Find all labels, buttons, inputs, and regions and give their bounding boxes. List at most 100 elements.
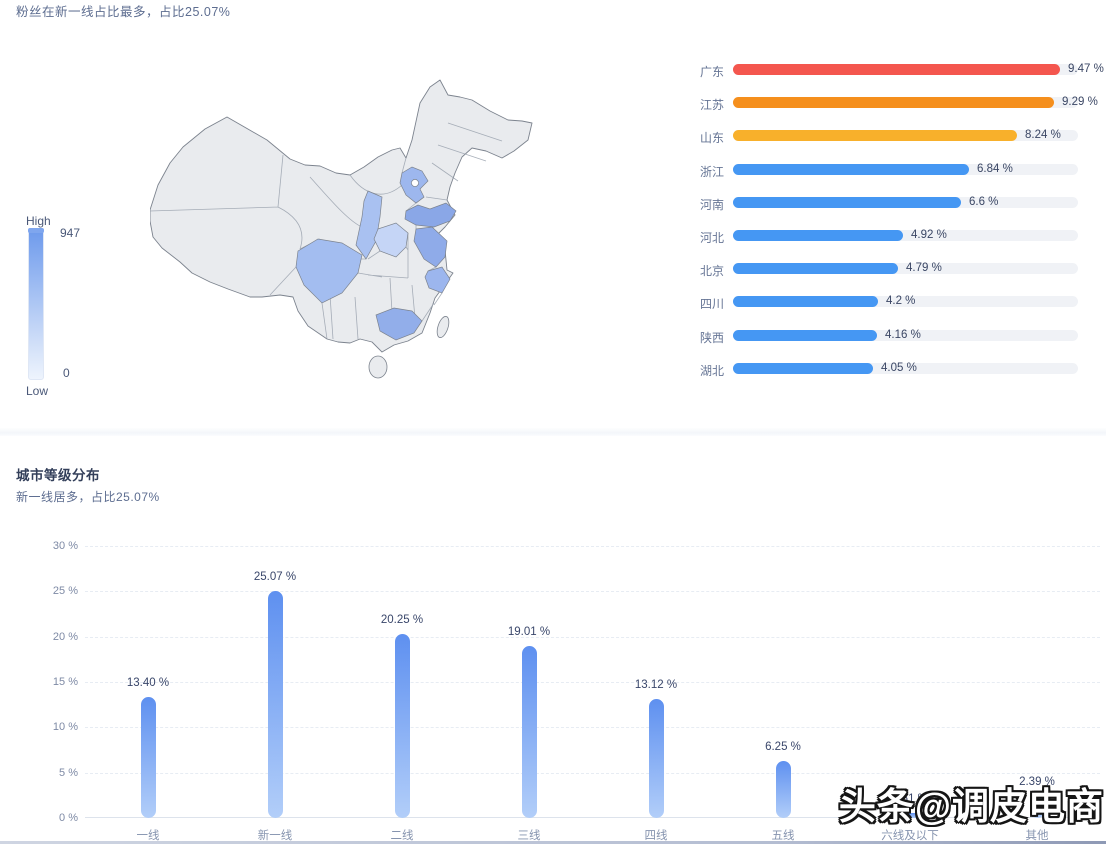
hbar-category-label: 湖北: [699, 363, 724, 378]
legend-high-label: High: [26, 214, 51, 228]
province-jiangsu[interactable]: [413, 226, 448, 268]
vbar-value-label: 13.12 %: [634, 679, 678, 691]
bottom-strip: [0, 841, 1106, 844]
province-henan[interactable]: [373, 222, 409, 258]
vbar-value-label: 2.39 %: [1019, 776, 1055, 788]
city-tier-subtitle: 新一线居多，占比25.07%: [16, 490, 160, 504]
hbar-category-label: 陕西: [699, 330, 724, 345]
watermark: 头条@调皮电商: [838, 786, 1104, 827]
hbar-row: 河北 4.92 %: [690, 227, 1104, 247]
hbar-fill[interactable]: [733, 196, 961, 208]
province-sichuan[interactable]: [295, 238, 363, 304]
x-axis-label: 四线: [644, 830, 668, 842]
hbar-row: 广东 9.47 %: [690, 61, 1104, 81]
x-axis-label: 新一线: [257, 830, 293, 842]
hbar-track: [733, 163, 1078, 175]
hbar-value-label: 9.29 %: [1062, 96, 1098, 109]
hbar-category-label: 江苏: [699, 98, 724, 113]
hbar-value-label: 4.79 %: [906, 262, 942, 275]
hbar-category-label: 广东: [699, 65, 724, 79]
gridline: [85, 591, 1100, 592]
hbar-value-label: 9.47 %: [1068, 63, 1104, 75]
hbar-category-label: 北京: [699, 264, 724, 279]
vbar-value-label: 6.25 %: [765, 741, 801, 753]
province-zhejiang[interactable]: [424, 266, 451, 294]
hbar-row: 陕西 4.16 %: [690, 327, 1104, 347]
hbar-row: 江苏 9.29 %: [690, 94, 1104, 114]
province-bar-chart: 广东 9.47 % 江苏 9.29 % 山东 8.24 % 浙江 6.84 % 河南 6.6 % 河…: [690, 61, 1104, 393]
hbar-row: 四川 4.2 %: [690, 293, 1104, 313]
china-map[interactable]: [149, 45, 590, 415]
x-axis-label: 其他: [1025, 830, 1049, 842]
hbar-value-label: 4.2 %: [886, 295, 916, 308]
hbar-category-label: 四川: [699, 297, 724, 312]
vbar-value-label: 13.40 %: [126, 677, 170, 689]
y-axis-tick: 10 %: [52, 721, 78, 733]
y-axis-tick: 15 %: [52, 676, 78, 688]
province-shaanxi[interactable]: [355, 190, 383, 260]
vbar-fill[interactable]: [903, 813, 918, 818]
x-axis-label: 六线及以下: [881, 830, 939, 842]
city-tier-title: 城市等级分布: [16, 468, 100, 483]
region-section-subtitle: 粉丝在新一线占比最多，占比25.07%: [16, 5, 231, 19]
y-axis-tick: 30 %: [52, 540, 78, 552]
hbar-category-label: 浙江: [699, 164, 724, 179]
province-hainan[interactable]: [368, 355, 388, 379]
hbar-value-label: 6.84 %: [977, 162, 1013, 175]
vbar-fill[interactable]: [649, 699, 664, 818]
hbar-value-label: 4.16 %: [885, 328, 921, 341]
hbar-track: [733, 329, 1078, 341]
vbar-value-label: 0.51 %: [892, 793, 928, 805]
hbar-category-label: 河北: [699, 231, 724, 245]
vbar-value-label: 19.01 %: [507, 626, 551, 638]
gridline: [85, 546, 1100, 547]
legend-max-value: 947: [60, 226, 81, 240]
vbar-fill[interactable]: [141, 697, 156, 818]
province-shandong[interactable]: [404, 202, 457, 228]
gridline: [85, 727, 1100, 728]
hbar-fill[interactable]: [733, 329, 877, 341]
vbar-fill[interactable]: [1030, 796, 1045, 818]
x-axis-label: 三线: [517, 830, 541, 842]
hbar-track: [733, 263, 1078, 275]
vbar-fill[interactable]: [776, 761, 791, 818]
vbar-value-label: 20.25 %: [380, 614, 424, 626]
hbar-fill[interactable]: [733, 296, 878, 308]
hbar-fill[interactable]: [733, 130, 1017, 142]
hbar-value-label: 6.6 %: [969, 195, 999, 208]
hbar-track: [733, 130, 1078, 142]
province-taiwan[interactable]: [435, 315, 451, 339]
legend-gradient-cap: [28, 228, 44, 233]
hbar-fill[interactable]: [733, 64, 1060, 75]
legend-gradient-bar: [28, 230, 44, 380]
country-outline: [149, 79, 533, 353]
vbar-fill[interactable]: [522, 646, 537, 818]
vbar-fill[interactable]: [268, 591, 283, 818]
hbar-fill[interactable]: [733, 97, 1054, 109]
hbar-fill[interactable]: [733, 163, 969, 175]
hbar-track: [733, 196, 1078, 208]
vbar-value-label: 25.07 %: [253, 571, 297, 583]
hbar-track: [733, 362, 1078, 374]
hbar-row: 湖北 4.05 %: [690, 360, 1104, 380]
legend-min-value: 0: [63, 366, 70, 380]
gridline: [85, 682, 1100, 683]
hbar-value-label: 8.24 %: [1025, 129, 1061, 142]
hbar-row: 山东 8.24 %: [690, 127, 1104, 147]
hbar-row: 北京 4.79 %: [690, 260, 1104, 280]
province-beijing[interactable]: [411, 179, 419, 187]
hbar-fill[interactable]: [733, 362, 873, 374]
hbar-track: [733, 64, 1078, 75]
hbar-track: [733, 296, 1078, 308]
hbar-fill[interactable]: [733, 230, 903, 241]
vbar-fill[interactable]: [395, 634, 410, 818]
hbar-fill[interactable]: [733, 263, 898, 275]
hbar-category-label: 山东: [699, 131, 724, 146]
gridline: [85, 773, 1100, 774]
china-map-svg: [149, 79, 533, 379]
x-axis-label: 五线: [771, 830, 795, 842]
hbar-value-label: 4.05 %: [881, 361, 917, 374]
province-guangdong[interactable]: [375, 307, 423, 341]
city-tier-bar-chart: 30 % 25 % 20 % 15 % 10 % 5 % 0 % 13.40 % 一线 25.07…: [53, 540, 1100, 842]
